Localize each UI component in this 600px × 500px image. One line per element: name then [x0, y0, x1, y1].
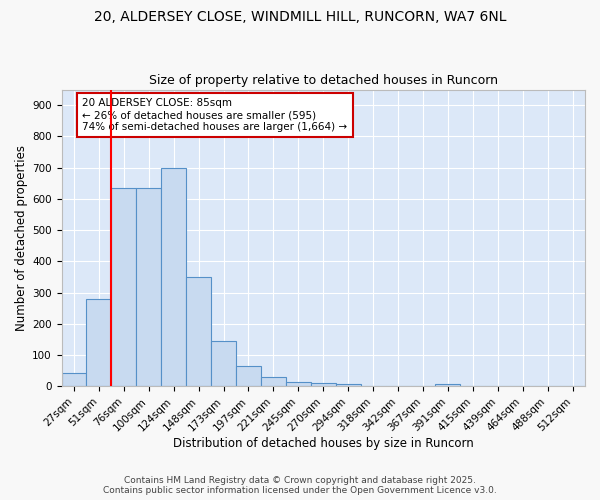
Bar — [436, 384, 460, 386]
Title: Size of property relative to detached houses in Runcorn: Size of property relative to detached ho… — [149, 74, 498, 87]
Bar — [161, 168, 186, 386]
Bar — [311, 383, 336, 386]
Bar — [112, 188, 136, 386]
Bar — [186, 277, 211, 386]
X-axis label: Distribution of detached houses by size in Runcorn: Distribution of detached houses by size … — [173, 437, 473, 450]
Text: 20, ALDERSEY CLOSE, WINDMILL HILL, RUNCORN, WA7 6NL: 20, ALDERSEY CLOSE, WINDMILL HILL, RUNCO… — [94, 10, 506, 24]
Bar — [236, 366, 261, 386]
Bar — [286, 382, 311, 386]
Text: Contains HM Land Registry data © Crown copyright and database right 2025.
Contai: Contains HM Land Registry data © Crown c… — [103, 476, 497, 495]
Y-axis label: Number of detached properties: Number of detached properties — [15, 145, 28, 331]
Bar — [211, 341, 236, 386]
Bar — [336, 384, 361, 386]
Text: 20 ALDERSEY CLOSE: 85sqm
← 26% of detached houses are smaller (595)
74% of semi-: 20 ALDERSEY CLOSE: 85sqm ← 26% of detach… — [82, 98, 347, 132]
Bar — [86, 299, 112, 386]
Bar — [261, 377, 286, 386]
Bar — [136, 188, 161, 386]
Bar — [62, 373, 86, 386]
